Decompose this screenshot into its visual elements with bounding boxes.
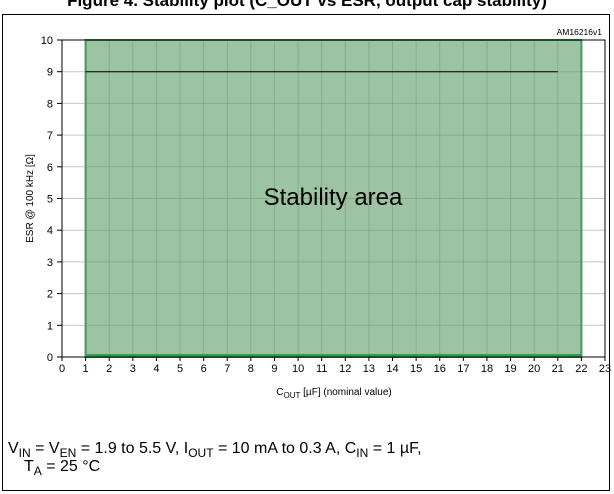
x-tick-label: 19	[504, 363, 516, 375]
x-tick-label: 15	[410, 363, 422, 375]
x-tick-label: 18	[481, 363, 493, 375]
test-conditions-caption: VIN = VEN = 1.9 to 5.5 V, IOUT = 10 mA t…	[8, 440, 422, 478]
y-tick-label: 0	[47, 352, 53, 364]
x-tick-label: 13	[363, 363, 375, 375]
x-tick-label: 0	[59, 363, 65, 375]
x-tick-label: 10	[292, 363, 304, 375]
x-tick-label: 1	[83, 363, 89, 375]
x-tick-label: 17	[457, 363, 469, 375]
x-tick-label: 5	[177, 363, 183, 375]
y-tick-label: 1	[47, 320, 53, 332]
y-tick-label: 10	[41, 35, 53, 47]
x-tick-label: 16	[434, 363, 446, 375]
caption-subscript: IN	[18, 446, 31, 460]
x-tick-label: 9	[271, 363, 277, 375]
y-tick-label: 7	[47, 130, 53, 142]
x-tick-label: 14	[386, 363, 398, 375]
x-tick-label: 4	[153, 363, 159, 375]
stability-area-region	[84, 39, 583, 358]
x-tick-label: 7	[224, 363, 230, 375]
figure-id-label: AM16216v1	[557, 27, 603, 37]
figure-frame	[2, 14, 610, 491]
x-tick-label: 6	[201, 363, 207, 375]
y-tick-label: 3	[47, 257, 53, 269]
x-axis-label: COUT [µF] (nominal value)	[276, 387, 391, 400]
caption-subscript: EN	[59, 446, 77, 460]
y-tick-label: 8	[47, 98, 53, 110]
y-tick-label: 6	[47, 162, 53, 174]
y-tick-label: 2	[47, 289, 53, 301]
x-tick-label: 2	[106, 363, 112, 375]
x-tick-label: 11	[316, 363, 327, 375]
x-tick-label: 21	[552, 363, 564, 375]
caption-subscript: A	[33, 464, 42, 478]
figure-heading: Figure 4. Stability plot (C_OUT vs ESR, …	[67, 0, 547, 10]
x-tick-label: 3	[130, 363, 136, 375]
x-tick-label: 12	[339, 363, 351, 375]
y-tick-label: 5	[47, 194, 53, 206]
x-tick-label: 22	[575, 363, 587, 375]
y-axis-label: ESR @ 100 kHz [Ω]	[25, 154, 36, 243]
caption-line-2: TA = 25 °C	[24, 458, 101, 478]
caption-line-1: VIN = VEN = 1.9 to 5.5 V, IOUT = 10 mA t…	[8, 440, 422, 460]
x-tick-label: 23	[599, 363, 611, 375]
y-tick-label: 4	[47, 225, 53, 237]
x-tick-label: 8	[248, 363, 254, 375]
caption-subscript: OUT	[188, 446, 214, 460]
y-tick-label: 9	[47, 67, 53, 79]
x-tick-label: 20	[528, 363, 540, 375]
stability-area-label: Stability area	[264, 184, 403, 211]
caption-subscript: IN	[356, 446, 369, 460]
